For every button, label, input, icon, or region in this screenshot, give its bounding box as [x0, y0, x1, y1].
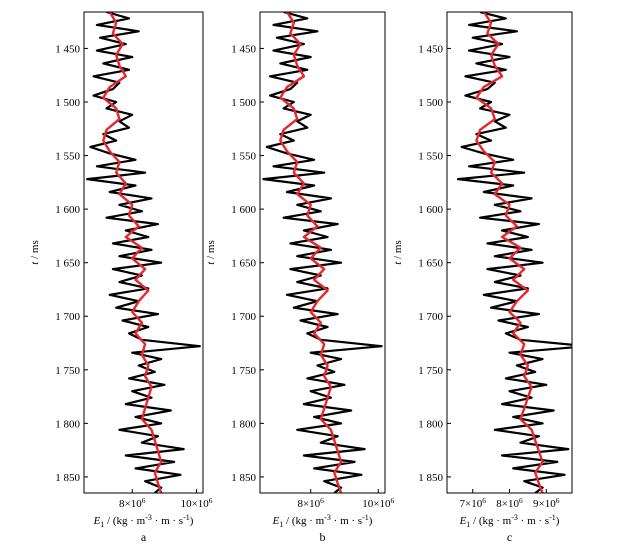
x-tick-label: 10×106 — [362, 496, 394, 510]
y-tick-label: 1 800 — [55, 418, 80, 430]
x-tick-label: 8×106 — [119, 496, 146, 510]
y-tick-label: 1 850 — [231, 472, 256, 484]
y-tick-label: 1 500 — [55, 97, 80, 109]
panel-b: 1 450 1 500 1 550 1 600 1 650 1 700 1 750 1 800… — [205, 11, 394, 544]
panel-letter-a: a — [141, 530, 147, 544]
panel-frame — [259, 11, 386, 494]
estimated-impedance-line — [475, 12, 544, 493]
y-axis-title: t / ms — [392, 240, 404, 264]
y-tick-label: 1 800 — [418, 418, 443, 430]
y-tick-label: 1 600 — [418, 204, 443, 216]
y-tick-label: 1 500 — [231, 97, 256, 109]
x-tick-label: 8×106 — [297, 496, 324, 510]
y-tick-label: 1 450 — [55, 43, 80, 55]
y-tick-label: 1 700 — [55, 311, 80, 323]
y-tick-label: 1 500 — [418, 97, 443, 109]
x-tick-label: 8×106 — [496, 496, 523, 510]
y-tick-label: 1 850 — [418, 472, 443, 484]
x-axis-title: E1 / (kg · m-3 · m · s-1) — [93, 513, 194, 529]
estimated-impedance-line — [279, 12, 343, 493]
y-tick-label: 1 550 — [418, 151, 443, 163]
y-tick-label: 1 650 — [55, 258, 80, 270]
y-tick-label: 1 550 — [231, 151, 256, 163]
y-tick-label: 1 700 — [231, 311, 256, 323]
observed-impedance-line — [86, 12, 201, 493]
y-tick-label: 1 800 — [231, 418, 256, 430]
estimated-impedance-line — [102, 12, 163, 493]
panel-a: 1 450 1 500 1 550 1 600 1 650 1 700 1 750 1 800… — [29, 11, 213, 544]
panel-frame — [83, 11, 204, 494]
x-tick-label: 10×106 — [181, 496, 213, 510]
panel-c: 1 450 1 500 1 550 1 600 1 650 1 700 1 750 1 800… — [392, 11, 573, 544]
x-axis-title: E1 / (kg · m-3 · m · s-1) — [459, 513, 560, 529]
y-tick-label: 1 450 — [231, 43, 256, 55]
y-axis-title: t / ms — [29, 240, 41, 264]
y-tick-label: 1 750 — [231, 365, 256, 377]
y-tick-label: 1 650 — [418, 258, 443, 270]
x-tick-label: 7×106 — [460, 496, 487, 510]
observed-impedance-line — [456, 12, 572, 493]
y-tick-label: 1 850 — [55, 472, 80, 484]
panel-frame — [446, 11, 573, 494]
observed-impedance-line — [262, 12, 383, 493]
panel-letter-b: b — [320, 530, 326, 544]
y-axis-title: t / ms — [205, 240, 217, 264]
y-tick-label: 1 750 — [418, 365, 443, 377]
y-tick-label: 1 450 — [418, 43, 443, 55]
y-tick-label: 1 600 — [55, 204, 80, 216]
y-tick-label: 1 550 — [55, 151, 80, 163]
y-tick-label: 1 650 — [231, 258, 256, 270]
panel-letter-c: c — [507, 530, 512, 544]
x-axis-title: E1 / (kg · m-3 · m · s-1) — [272, 513, 373, 529]
y-tick-label: 1 750 — [55, 365, 80, 377]
x-tick-label: 9×106 — [533, 496, 560, 510]
y-tick-label: 1 700 — [418, 311, 443, 323]
y-tick-label: 1 600 — [231, 204, 256, 216]
